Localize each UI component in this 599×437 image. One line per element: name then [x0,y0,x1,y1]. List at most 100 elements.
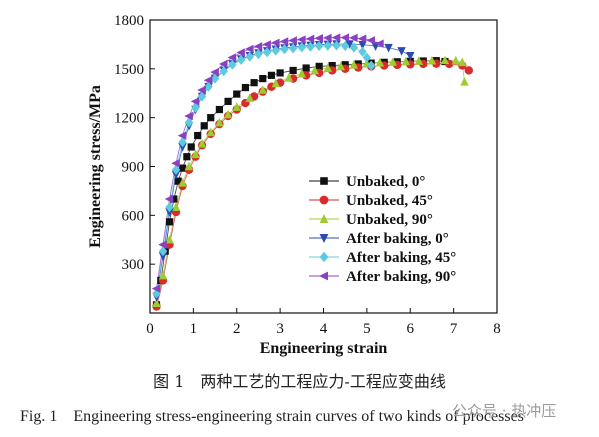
data-point [244,44,254,54]
caption-english: Fig. 1 Engineering stress-engineering st… [20,408,524,425]
chart: 0 1 2 3 4 5 6 7 8 300 600 900 1200 1500 1800 Engineeri… [87,13,501,357]
data-point [332,40,341,51]
data-point [340,33,349,42]
data-point [345,40,354,49]
data-point [259,75,267,83]
legend-label: After baking, 90° [346,269,456,285]
data-point [171,164,181,175]
data-point [253,42,263,51]
data-point [151,284,161,293]
data-point [187,143,195,151]
data-point [203,76,213,85]
data-point [223,109,233,119]
data-point [178,177,187,187]
legend-label: Unbaked, 0° [346,174,425,190]
legend-marker [319,234,329,243]
data-point [336,61,346,71]
data-point [440,55,450,65]
data-point [190,97,200,106]
data-point [165,202,174,213]
data-point [227,53,237,62]
data-point [177,131,187,140]
y-tick-label: 900 [122,160,145,176]
data-point [340,41,350,52]
data-point [306,41,315,52]
fit-curves [156,37,470,307]
data-point [178,164,187,172]
data-point [375,57,385,67]
y-tick-label: 300 [122,257,145,273]
data-point [218,59,228,69]
data-point [158,246,168,257]
data-point [165,218,174,226]
data-point [367,60,376,71]
data-point [158,252,168,261]
data-point [191,102,200,113]
data-point [427,55,437,65]
data-point [349,42,359,53]
data-point [323,40,333,51]
watermark: 公众号 · 热冲压 [452,402,557,420]
data-point [236,54,246,65]
data-point [210,73,220,84]
data-markers [151,33,474,311]
legend-label: Unbaked, 90° [346,212,433,228]
data-point [362,52,372,63]
data-point [323,33,332,43]
data-point [250,79,258,87]
data-point [314,34,323,43]
legend-marker [319,271,328,281]
data-point [262,40,271,49]
data-point [207,114,215,122]
x-tick-label: 8 [493,321,501,337]
x-axis-label: Engineering strain [260,340,388,357]
x-tick-label: 2 [233,321,241,337]
data-point [358,40,367,50]
data-point [171,170,181,180]
legend: Unbaked, 0° Unbaked, 45° Unbaked, 90° After… [309,174,456,285]
data-point [232,102,241,111]
data-point [233,90,241,98]
data-point [183,153,191,161]
data-point [289,66,297,75]
data-point [315,62,323,70]
x-tick-label: 5 [363,321,371,337]
legend-marker [319,251,329,263]
data-point [284,72,293,82]
data-point [406,52,415,61]
data-point [174,177,182,185]
data-point [288,36,297,45]
data-point [349,59,359,69]
data-point [215,117,224,127]
data-point [184,161,194,171]
data-point [323,63,333,72]
data-point [171,202,181,211]
data-point [245,93,254,102]
data-point [458,57,467,67]
caption-chinese: 图 1 两种工艺的工程应力-工程应变曲线 [153,372,446,391]
legend-label: Unbaked, 45° [346,193,433,209]
data-point [366,36,376,45]
data-point [165,208,174,217]
y-tick-label: 600 [122,208,145,224]
data-point [267,71,276,79]
data-point [178,143,187,152]
data-point [184,117,194,128]
data-point [215,105,223,114]
data-point [197,85,206,95]
data-point [464,66,474,75]
data-point [204,81,213,92]
data-point [200,122,208,130]
y-tick-label: 1200 [114,111,144,127]
data-point [219,66,228,77]
data-point [328,61,336,70]
data-point [310,65,320,75]
data-point [271,45,280,56]
legend-marker [320,177,328,185]
data-point [271,78,280,88]
x-tick-label: 6 [407,321,415,337]
data-point [262,47,272,58]
data-point [357,34,367,43]
data-point [297,35,306,44]
data-point [388,57,398,66]
